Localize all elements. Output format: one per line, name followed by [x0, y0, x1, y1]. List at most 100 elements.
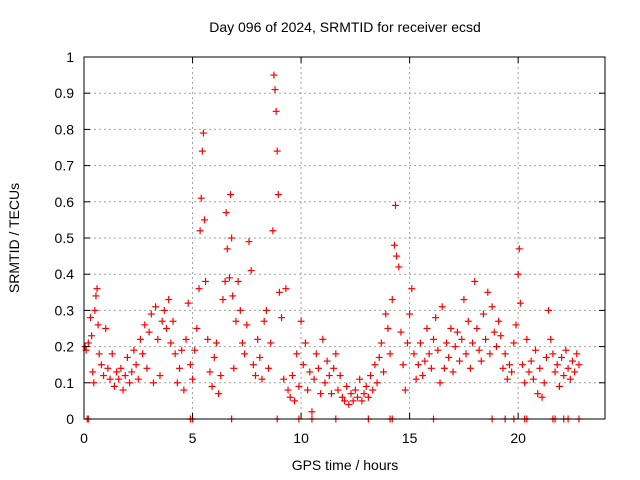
- data-point: [390, 241, 398, 249]
- data-point: [338, 393, 346, 401]
- data-point: [173, 379, 181, 387]
- data-point: [196, 227, 204, 235]
- data-point: [271, 86, 279, 94]
- data-point: [110, 382, 118, 390]
- data-point: [458, 335, 466, 343]
- data-point: [327, 390, 335, 398]
- data-point: [108, 350, 116, 358]
- data-point: [282, 285, 290, 293]
- data-point: [330, 364, 338, 372]
- data-point: [553, 361, 561, 369]
- data-point: [154, 335, 162, 343]
- data-point: [373, 379, 381, 387]
- data-point: [464, 317, 472, 325]
- data-point: [575, 361, 583, 369]
- y-axis-label: SRMTID / TECUs: [6, 183, 22, 293]
- data-point: [451, 343, 459, 351]
- data-point: [171, 350, 179, 358]
- data-point: [182, 335, 190, 343]
- data-point: [306, 368, 314, 376]
- data-point: [497, 332, 505, 340]
- y-tick-label: 0.8: [55, 121, 75, 137]
- data-point: [395, 263, 403, 271]
- data-point: [345, 401, 353, 409]
- data-point: [95, 350, 103, 358]
- y-tick-label: 0.2: [55, 339, 75, 355]
- data-point: [514, 270, 522, 278]
- data-point: [445, 353, 453, 361]
- data-point: [525, 368, 533, 376]
- data-point: [336, 372, 344, 380]
- data-point: [534, 390, 542, 398]
- data-point: [104, 364, 112, 372]
- data-point: [397, 328, 405, 336]
- data-point: [241, 350, 249, 358]
- data-point: [189, 375, 197, 383]
- chart-title: Day 096 of 2024, SRMTID for receiver ecs…: [209, 19, 481, 35]
- data-point: [416, 339, 424, 347]
- data-point: [200, 216, 208, 224]
- data-point: [134, 375, 142, 383]
- axis-ticks: 00.10.20.30.40.50.60.70.80.910 5 10 15 20: [55, 49, 605, 446]
- y-tick-label: 0.9: [55, 85, 75, 101]
- data-point: [375, 353, 383, 361]
- data-point: [210, 353, 218, 361]
- data-point: [362, 382, 370, 390]
- data-point: [199, 129, 207, 137]
- y-tick-label: 0.1: [55, 375, 75, 391]
- data-point: [421, 357, 429, 365]
- data-point: [97, 361, 105, 369]
- data-point: [412, 375, 420, 383]
- y-tick-label: 0.7: [55, 158, 75, 174]
- data-point: [176, 364, 184, 372]
- data-point: [460, 296, 468, 304]
- data-point: [223, 245, 231, 253]
- x-tick-label: 10: [293, 430, 309, 446]
- data-point: [519, 361, 527, 369]
- data-point: [219, 296, 227, 304]
- data-point: [317, 390, 325, 398]
- data-point: [349, 397, 357, 405]
- data-point: [152, 303, 160, 311]
- data-point: [225, 274, 233, 282]
- data-point: [106, 375, 114, 383]
- data-point: [145, 328, 153, 336]
- data-point: [573, 350, 581, 358]
- data-point: [462, 350, 470, 358]
- data-point: [228, 234, 236, 242]
- data-point: [321, 379, 329, 387]
- data-point: [371, 361, 379, 369]
- data-point: [262, 306, 270, 314]
- data-point: [488, 303, 496, 311]
- data-point: [490, 328, 498, 336]
- data-point: [121, 372, 129, 380]
- data-point: [136, 335, 144, 343]
- data-point: [515, 245, 523, 253]
- data-point: [423, 325, 431, 332]
- data-point: [358, 397, 366, 405]
- data-point: [191, 346, 199, 354]
- data-point: [272, 107, 280, 115]
- data-point: [449, 368, 457, 376]
- data-point: [312, 350, 320, 358]
- data-point: [251, 372, 259, 380]
- data-point: [403, 339, 411, 347]
- data-point: [571, 368, 579, 376]
- data-point: [527, 357, 535, 365]
- data-point: [267, 339, 275, 347]
- data-point: [501, 350, 509, 358]
- data-point: [167, 339, 175, 347]
- x-tick-label: 20: [510, 430, 526, 446]
- data-point: [178, 346, 186, 354]
- data-point: [551, 368, 559, 376]
- data-point: [356, 375, 364, 383]
- y-tick-label: 0.3: [55, 302, 75, 318]
- data-point: [367, 372, 375, 380]
- data-point: [388, 296, 396, 304]
- data-point: [453, 328, 461, 336]
- data-point: [236, 306, 244, 314]
- data-point: [456, 357, 464, 365]
- data-point: [143, 364, 151, 372]
- data-point: [180, 386, 188, 394]
